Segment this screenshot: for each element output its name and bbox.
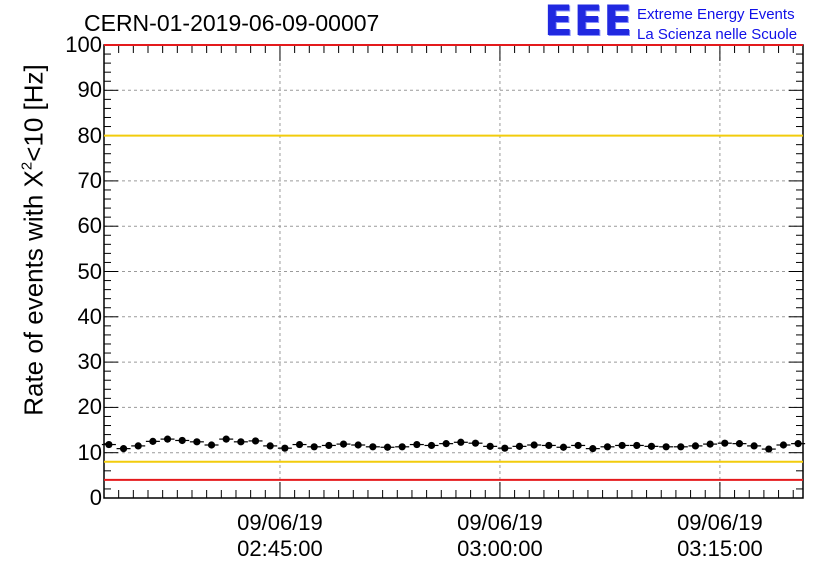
data-point	[251, 437, 260, 445]
x-tick-label: 09/06/19 03:00:00	[420, 510, 580, 562]
data-point	[207, 441, 216, 449]
x-tick-label: 09/06/19 03:15:00	[640, 510, 800, 562]
data-point	[457, 438, 465, 446]
x-tick-date: 09/06/19	[677, 510, 763, 535]
y-tick-label: 30	[77, 349, 102, 375]
y-tick-label: 60	[77, 213, 102, 239]
data-point	[706, 440, 714, 448]
data-point	[779, 441, 788, 449]
data-point	[427, 441, 436, 450]
y-tick-label: 70	[77, 167, 102, 193]
data-point	[662, 443, 670, 451]
y-tick-label: 40	[77, 303, 102, 329]
data-point	[310, 443, 318, 451]
data-point	[794, 440, 802, 448]
data-point	[603, 443, 612, 451]
x-tick-time: 03:15:00	[677, 536, 763, 561]
y-axis-title-sup: 2	[18, 161, 36, 171]
logo-subtitle-line2: La Scienza nelle Scuole	[637, 26, 798, 43]
y-tick-label: 0	[89, 485, 102, 510]
data-point	[633, 441, 641, 450]
y-tick-label: 10	[77, 439, 102, 465]
data-point	[398, 443, 406, 451]
data-point	[765, 445, 773, 453]
x-tick-time: 02:45:00	[237, 536, 323, 561]
y-tick-label: 90	[77, 77, 102, 103]
data-point	[677, 443, 685, 451]
data-point	[193, 438, 201, 446]
y-tick-label: 80	[77, 122, 102, 148]
data-point	[105, 440, 113, 449]
data-point	[545, 441, 553, 450]
data-point	[281, 444, 289, 452]
data-point	[413, 440, 421, 449]
data-point	[163, 435, 172, 443]
y-axis-title-prefix: Rate of events with X	[18, 170, 49, 416]
logo-subtitle-line1: Extreme Energy Events	[637, 6, 795, 23]
data-point	[369, 443, 377, 451]
y-tick-label: 100	[65, 32, 102, 57]
data-point	[325, 441, 333, 450]
data-point	[134, 442, 142, 450]
data-point	[750, 442, 758, 450]
data-point	[237, 438, 245, 446]
x-tick-time: 03:00:00	[457, 536, 543, 561]
data-point	[618, 441, 626, 450]
data-point	[735, 440, 744, 448]
data-point	[119, 445, 128, 453]
data-point	[647, 442, 656, 450]
data-point	[149, 437, 157, 445]
run-title: CERN-01-2019-06-09-00007	[84, 10, 380, 36]
data-point	[222, 435, 230, 443]
data-point	[574, 441, 582, 450]
data-point	[721, 439, 729, 447]
data-point	[530, 441, 538, 449]
y-tick-label: 50	[77, 258, 102, 284]
eee-logo-letters: EEE	[544, 0, 634, 45]
x-tick-date: 09/06/19	[457, 510, 543, 535]
data-point	[178, 436, 186, 445]
data-point	[354, 441, 362, 449]
data-point	[515, 442, 524, 450]
data-point	[691, 442, 700, 450]
data-point	[559, 443, 568, 451]
x-tick-date: 09/06/19	[237, 510, 323, 535]
data-point	[295, 440, 304, 449]
data-point	[589, 445, 597, 453]
data-point	[501, 444, 509, 452]
data-point	[339, 440, 348, 448]
y-tick-label: 20	[77, 394, 102, 420]
x-tick-label: 09/06/19 02:45:00	[200, 510, 360, 562]
data-point	[471, 439, 480, 447]
data-point	[266, 442, 274, 450]
data-point	[383, 443, 392, 451]
data-point	[442, 440, 450, 448]
data-point	[486, 442, 494, 450]
